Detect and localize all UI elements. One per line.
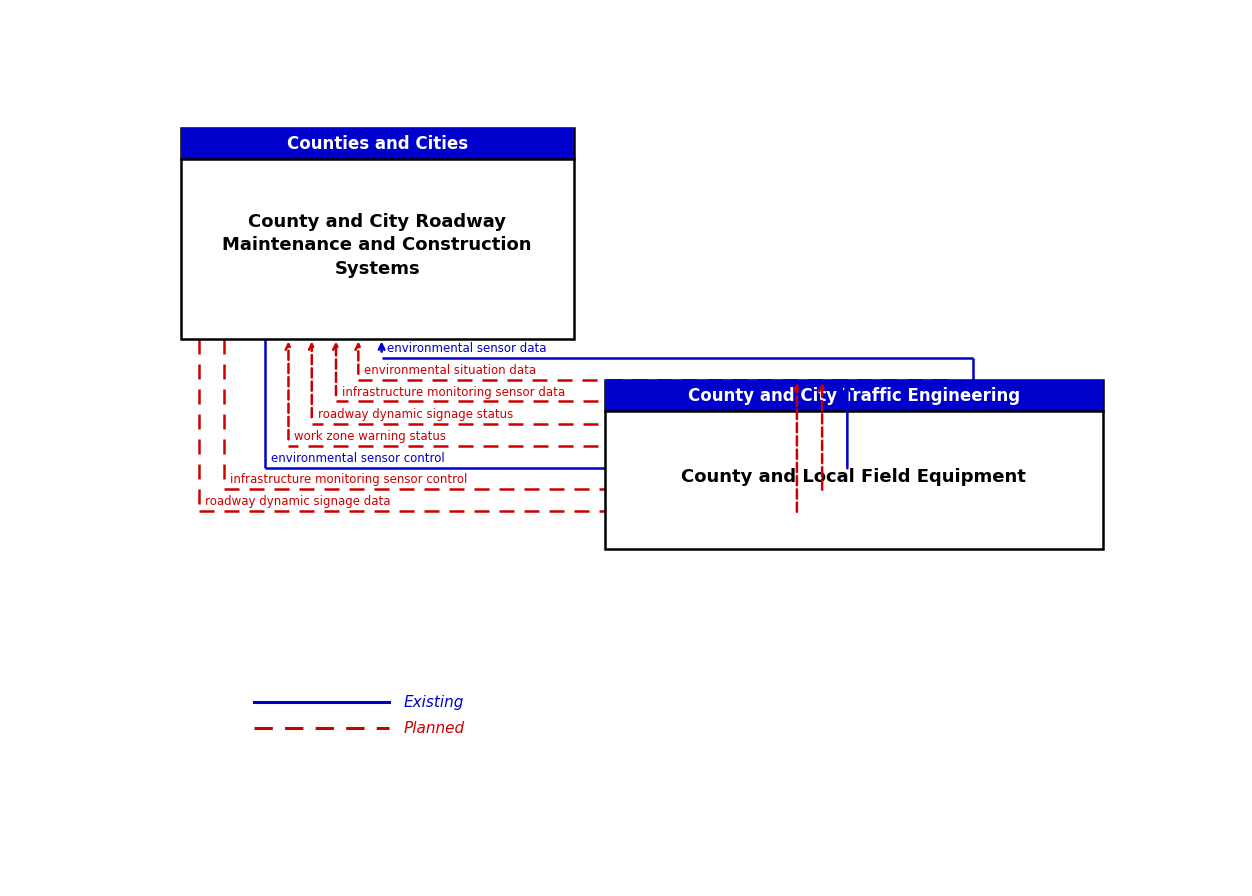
- Text: County and Local Field Equipment: County and Local Field Equipment: [681, 469, 1027, 487]
- Text: County and City Traffic Engineering: County and City Traffic Engineering: [687, 386, 1019, 405]
- Text: roadway dynamic signage data: roadway dynamic signage data: [205, 495, 391, 508]
- Text: Existing: Existing: [404, 694, 464, 710]
- Bar: [180, 128, 573, 339]
- Text: roadway dynamic signage status: roadway dynamic signage status: [318, 408, 513, 421]
- Text: environmental situation data: environmental situation data: [364, 365, 536, 377]
- Text: infrastructure monitoring sensor control: infrastructure monitoring sensor control: [230, 473, 467, 487]
- Bar: [180, 128, 573, 159]
- Text: Planned: Planned: [404, 721, 464, 736]
- Text: work zone warning status: work zone warning status: [294, 430, 446, 443]
- Text: environmental sensor control: environmental sensor control: [270, 452, 444, 465]
- Text: environmental sensor data: environmental sensor data: [387, 342, 547, 355]
- Bar: [605, 380, 1103, 549]
- Text: Counties and Cities: Counties and Cities: [287, 134, 468, 152]
- Text: infrastructure monitoring sensor data: infrastructure monitoring sensor data: [342, 385, 565, 399]
- Text: County and City Roadway
Maintenance and Construction
Systems: County and City Roadway Maintenance and …: [223, 212, 532, 278]
- Bar: [605, 380, 1103, 411]
